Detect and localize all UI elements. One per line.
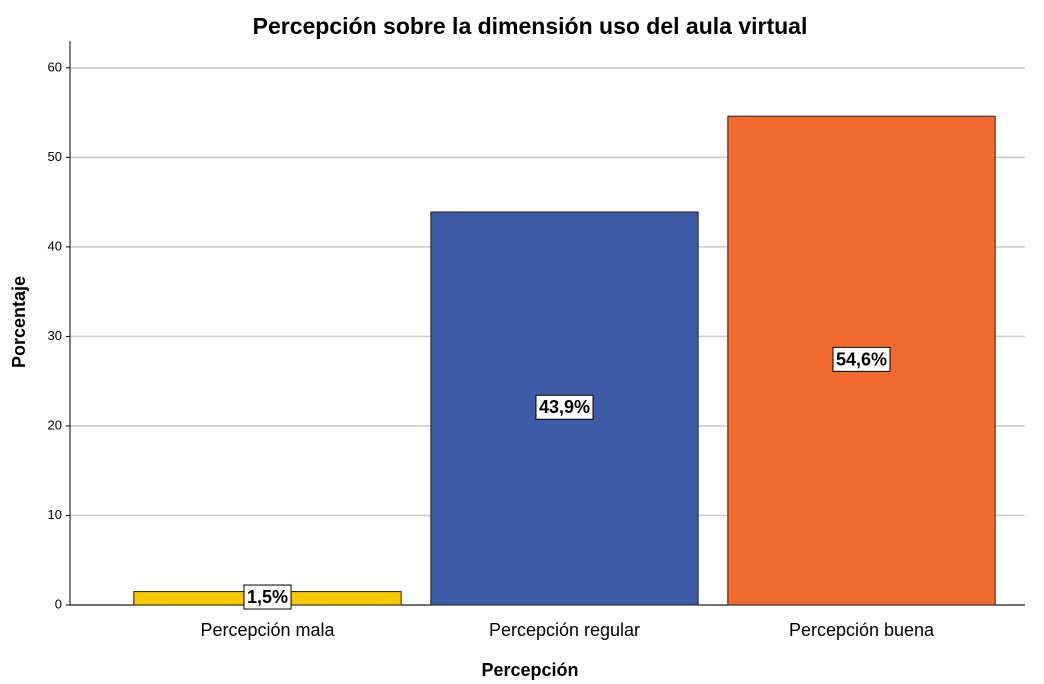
value-label-box xyxy=(535,394,594,420)
chart-title: Percepción sobre la dimensión uso del au… xyxy=(253,13,808,39)
x-axis-title: Percepción xyxy=(481,660,578,680)
y-tick-label: 50 xyxy=(48,149,62,164)
value-label-box xyxy=(832,346,891,372)
y-tick-label: 30 xyxy=(48,328,62,343)
y-tick-label: 40 xyxy=(48,238,62,253)
value-label: 54,6% xyxy=(836,349,887,369)
y-tick-label: 20 xyxy=(48,417,62,432)
value-label: 1,5% xyxy=(247,587,288,607)
x-tick-label: Percepción regular xyxy=(489,620,640,640)
value-label: 43,9% xyxy=(539,397,590,417)
y-tick-label: 0 xyxy=(55,596,62,611)
x-tick-label: Percepción buena xyxy=(789,620,935,640)
value-label-box xyxy=(243,584,292,610)
y-tick-label: 60 xyxy=(48,59,62,74)
y-tick-label: 10 xyxy=(48,507,62,522)
x-tick-label: Percepción mala xyxy=(200,620,335,640)
y-axis-title: Porcentaje xyxy=(9,276,29,368)
